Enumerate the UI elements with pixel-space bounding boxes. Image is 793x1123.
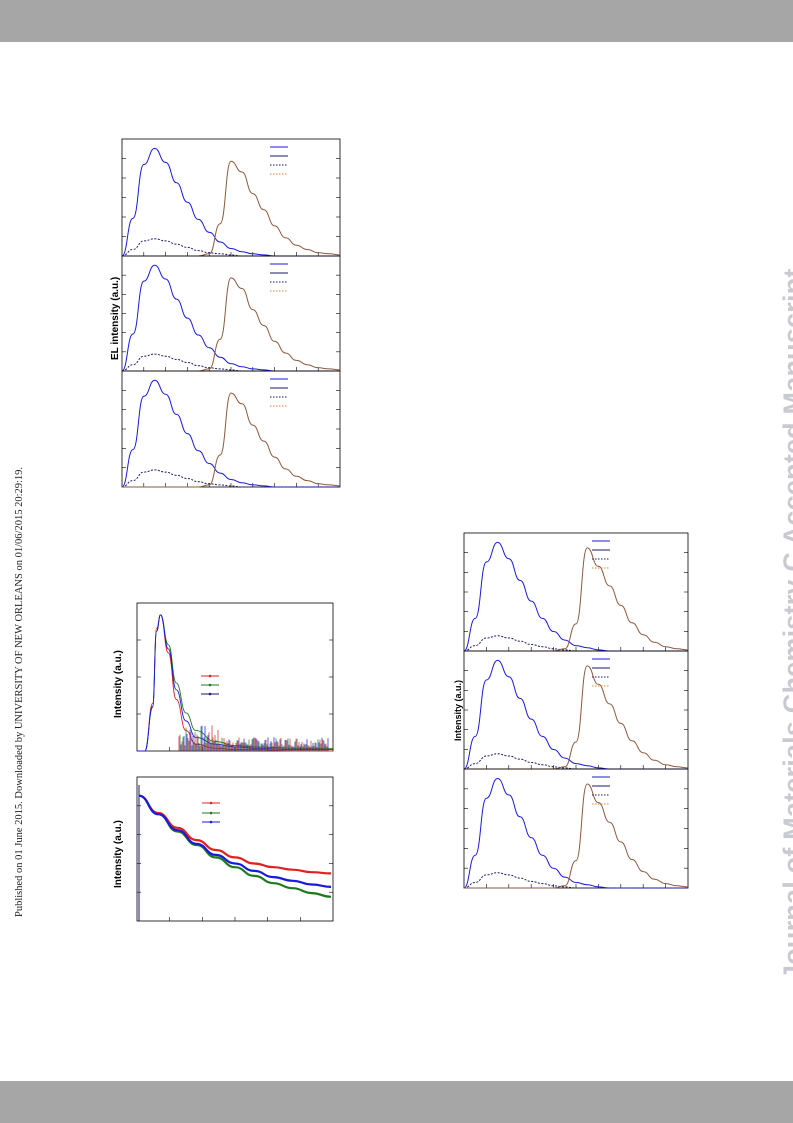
decay-series-green: [137, 614, 333, 752]
decay-log-panel-frame: [136, 776, 334, 922]
decay-legend-marker: [208, 683, 212, 687]
pl-series-1: [463, 541, 688, 652]
pl-series-3: [463, 547, 689, 652]
pl-series-3: [463, 665, 689, 770]
el-series-1: [121, 379, 341, 488]
decay-series-blue: [137, 614, 333, 752]
el-series-1: [121, 147, 340, 257]
decay-log-series-red: [138, 794, 332, 875]
decay-log-legend-marker: [209, 801, 213, 805]
decay-log-ylabel: Intensity (a.u.): [113, 820, 124, 888]
pl-intensity-ylabel: Intensity (a.u.): [453, 680, 463, 741]
decay-ylabel: Intensity (a.u.): [113, 650, 124, 718]
decay-log-legend-marker: [209, 820, 213, 824]
el-panel-2-frame: [121, 255, 341, 372]
decay-legend-marker: [208, 692, 212, 696]
decay-series-red: [137, 614, 333, 752]
decay-log-legend-marker: [209, 811, 213, 815]
footer-bar: [0, 1081, 793, 1123]
el-series-3: [121, 160, 341, 257]
pl-series-1: [463, 777, 688, 889]
pl-series-3: [464, 783, 689, 889]
el-series-1: [121, 264, 340, 372]
el-series-3: [121, 392, 341, 488]
decay-legend-marker: [208, 674, 212, 678]
pl-panel-2-frame: [463, 650, 689, 770]
pl-panel-1-frame: [463, 532, 689, 652]
pl-series-1: [463, 659, 688, 770]
decay-panel-frame: [136, 602, 334, 752]
pl-series-2: [463, 872, 688, 889]
el-series-3: [121, 277, 341, 372]
pl-panel-3-frame: [463, 768, 689, 889]
decay-log-series-blue: [138, 794, 332, 888]
header-bar: [0, 0, 793, 42]
el-series-2: [121, 469, 341, 488]
el-intensity-ylabel: EL intensity (a.u.): [110, 277, 121, 360]
